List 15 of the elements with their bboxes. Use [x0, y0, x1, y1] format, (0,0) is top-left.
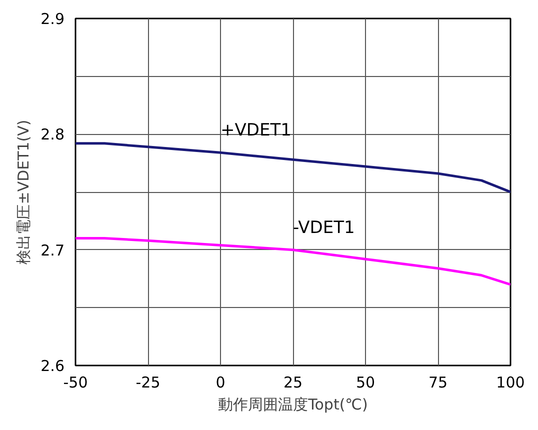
y-axis-title: 検出電圧±VDET1(V) — [14, 120, 33, 264]
y-tick-label: 2.9 — [40, 10, 65, 28]
y-tick-label: 2.6 — [40, 357, 65, 375]
x-tick-label: 0 — [216, 374, 226, 392]
x-tick-label: 50 — [356, 374, 376, 392]
line-series — [76, 237, 510, 286]
y-tick-label: 2.8 — [40, 126, 65, 144]
y-tick-label: 2.7 — [40, 241, 65, 260]
x-tick-label: 25 — [283, 374, 303, 392]
x-tick-label: 75 — [428, 374, 448, 392]
x-axis-title: 動作周囲温度Topt(℃) — [218, 396, 368, 414]
x-tick-label: -25 — [136, 374, 160, 392]
x-tick-label: 100 — [496, 374, 525, 392]
x-tick-label: -50 — [63, 374, 88, 392]
line-series — [76, 142, 510, 194]
